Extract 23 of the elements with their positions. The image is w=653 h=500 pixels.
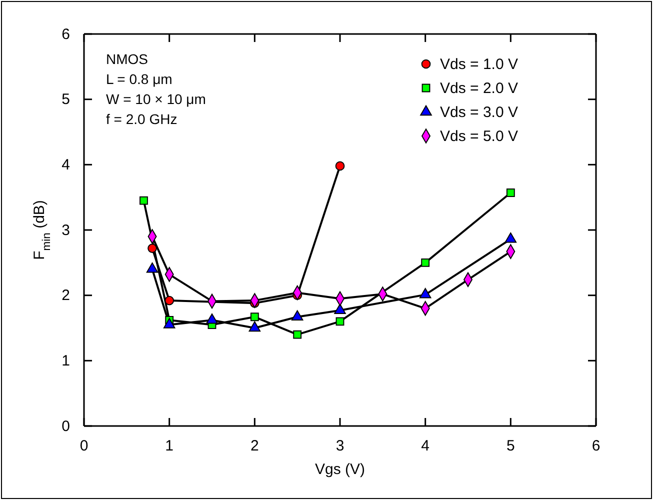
x-tick-label: 1 bbox=[165, 438, 174, 455]
y-tick-label: 0 bbox=[62, 418, 70, 435]
x-tick-label: 5 bbox=[506, 438, 515, 455]
annotation: W = 10 × 10 μm bbox=[106, 91, 206, 107]
annotation: NMOS bbox=[106, 51, 148, 67]
x-axis-title: Vgs (V) bbox=[314, 461, 366, 478]
legend-label: Vds = 3.0 V bbox=[440, 104, 518, 121]
y-tick-label: 4 bbox=[62, 156, 70, 174]
legend-label: Vds = 5.0 V bbox=[440, 128, 518, 145]
annotation: f = 2.0 GHz bbox=[106, 111, 178, 127]
y-tick-label: 5 bbox=[62, 91, 70, 108]
x-tick-label: 0 bbox=[80, 438, 88, 455]
x-tick-label: 6 bbox=[592, 438, 600, 455]
x-tick-label: 4 bbox=[421, 438, 430, 455]
annotation: L = 0.8 μm bbox=[106, 71, 172, 87]
y-tick-label: 1 bbox=[62, 352, 70, 370]
legend-label: Vds = 1.0 V bbox=[440, 56, 518, 73]
y-tick-label: 3 bbox=[62, 222, 70, 239]
legend-label: Vds = 2.0 V bbox=[440, 80, 518, 97]
x-tick-label: 3 bbox=[336, 438, 344, 455]
y-tick-label: 2 bbox=[62, 287, 70, 304]
x-tick-label: 2 bbox=[250, 438, 259, 455]
y-tick-label: 6 bbox=[62, 26, 70, 43]
